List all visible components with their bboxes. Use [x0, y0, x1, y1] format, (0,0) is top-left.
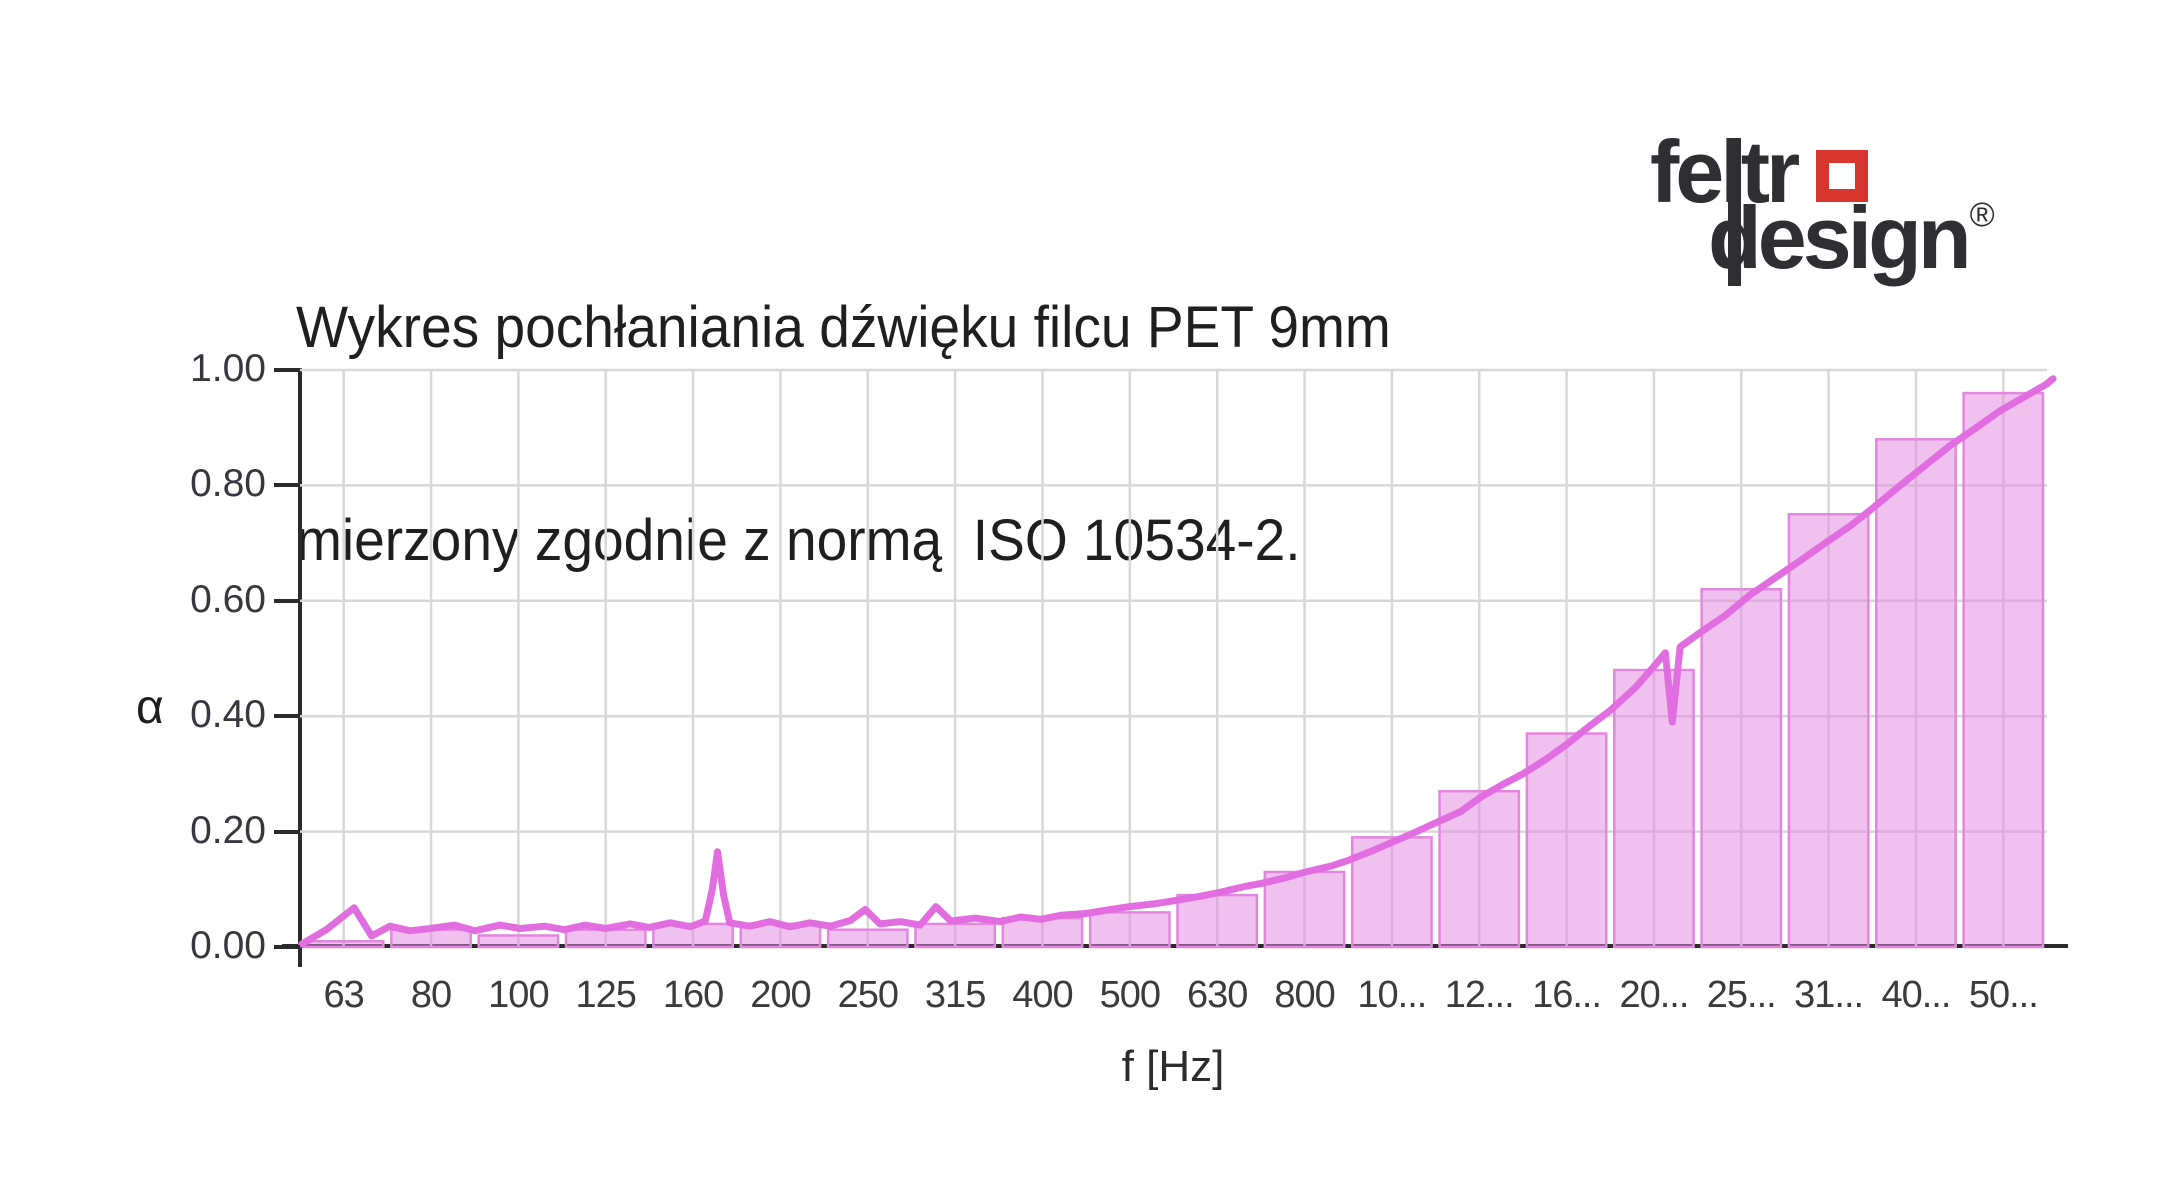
bar-500: [1088, 911, 1171, 949]
logo-word-feltr: feltr: [1650, 122, 1800, 221]
y-axis-tick-label: 0.40: [190, 693, 266, 737]
x-axis-tick-label: 125: [575, 974, 637, 1016]
logo-stem-decoration: [1728, 138, 1741, 286]
y-axis-tick-mark: [274, 945, 300, 949]
x-axis-tick-label: 20...: [1619, 974, 1689, 1016]
bar-250: [826, 928, 909, 949]
x-axis-tick-label: 16...: [1532, 974, 1602, 1016]
y-axis-tick-mark: [274, 483, 300, 488]
logo-word-design: design: [1708, 188, 1972, 287]
x-axis-tick-label: 200: [750, 974, 811, 1016]
absorption-bars: [302, 391, 2045, 949]
y-axis-tick-mark: [274, 829, 300, 834]
y-axis-line: [298, 368, 302, 967]
chart-title: Wykres pochłaniania dźwięku filcu PET 9m…: [296, 150, 1391, 718]
logo-red-square-icon: [1816, 150, 1869, 202]
bar-800: [1263, 870, 1346, 949]
x-axis-tick-label: 500: [1099, 974, 1161, 1016]
x-axis-tick-label: 31...: [1794, 974, 1864, 1016]
x-axis-tick-label: 25...: [1706, 974, 1777, 1016]
y-axis-tick-mark: [274, 368, 300, 372]
bar-315: [914, 922, 997, 949]
bar-100: [477, 934, 560, 949]
logo-row-design: design ®: [1708, 194, 2090, 282]
bar-40...: [1875, 437, 1957, 949]
bar-125: [564, 928, 647, 949]
bar-50...: [1962, 391, 2045, 949]
y-axis-title: α: [136, 681, 164, 734]
y-axis-tick-label: 0.60: [190, 577, 266, 621]
x-axis-tick-label: 800: [1274, 974, 1335, 1016]
feltr-design-logo: feltr design ®: [1650, 128, 2090, 328]
x-axis-tick-label: 100: [488, 974, 549, 1016]
x-axis-tick-label: 10...: [1357, 974, 1427, 1016]
bar-16...: [1525, 732, 1608, 949]
x-axis-tick-label: 50...: [1968, 974, 2039, 1016]
y-axis-tick-label: 0.20: [190, 808, 266, 852]
x-axis-tick-label: 250: [837, 974, 899, 1016]
y-axis-tick-mark: [274, 598, 300, 603]
logo-row-feltr: feltr: [1650, 128, 2090, 216]
x-axis-tick-label: 80: [410, 974, 452, 1016]
bar-25...: [1700, 588, 1783, 949]
x-axis-title: f [Hz]: [1121, 1042, 1225, 1091]
bar-63: [302, 939, 385, 949]
chart-title-line2: mierzony zgodnie z normą ISO 10534-2.: [296, 508, 1301, 573]
x-axis-tick-label: 315: [924, 974, 986, 1016]
raw-measurement-line: [298, 375, 2057, 948]
x-axis-tick-label: 63: [323, 974, 365, 1016]
x-axis-line: [282, 944, 2068, 948]
x-axis-tick-label: 160: [662, 974, 724, 1016]
bar-20...: [1613, 668, 1695, 949]
plot-area: [298, 368, 2057, 949]
y-axis-tick-label: 0.80: [190, 462, 266, 506]
x-axis-tick-label: 400: [1012, 974, 1073, 1016]
y-axis-tick-label: 1.00: [190, 347, 266, 390]
bar-400: [1001, 916, 1084, 949]
x-axis-tick-label: 630: [1186, 974, 1248, 1016]
x-axis-tick-label: 12...: [1444, 974, 1515, 1016]
bar-630: [1176, 893, 1259, 949]
chart-title-line1: Wykres pochłaniania dźwięku filcu PET 9m…: [296, 295, 1391, 360]
x-axis-tick-label: 40...: [1881, 974, 1951, 1016]
y-axis-tick-mark: [274, 714, 300, 719]
gridlines: [300, 368, 2047, 947]
registered-trademark-icon: ®: [1969, 196, 1995, 234]
y-axis-tick-label: 0.00: [190, 924, 266, 967]
bar-31...: [1787, 513, 1870, 949]
